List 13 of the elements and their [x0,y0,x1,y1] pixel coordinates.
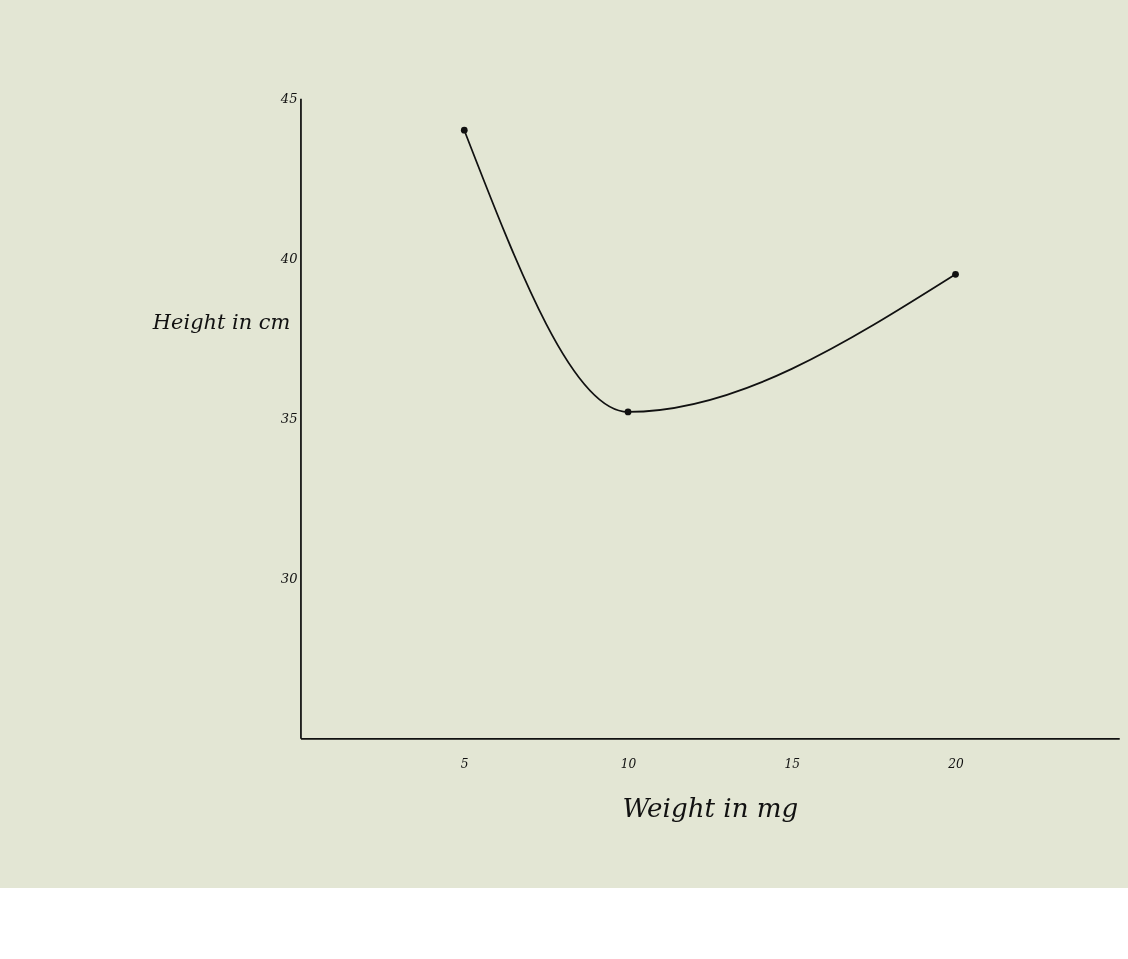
y-tick-label: 40 [279,251,298,267]
x-tick-label: 15 [784,756,801,771]
point [952,270,959,278]
x-axis-title: Weight in mg [622,793,799,824]
x-tick-label: 20 [947,756,964,771]
x-tick-label: 5 [460,756,469,771]
y-tick-label: 35 [280,411,298,427]
point [460,126,468,134]
y-tick-label: 45 [279,90,298,106]
x-tick-label: 10 [620,756,637,771]
y-tick-label: 30 [280,571,298,587]
point [624,408,632,416]
y-axis-title: Height in cm [151,310,291,335]
